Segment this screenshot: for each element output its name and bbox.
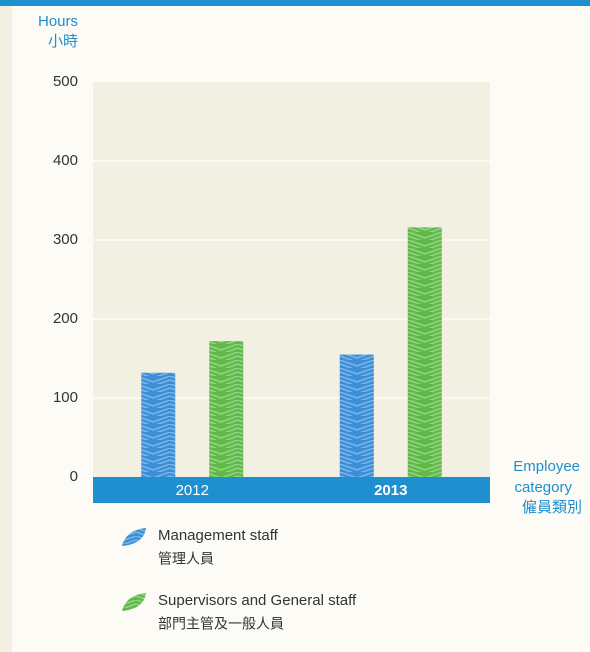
y-tick-label: 0 [70, 468, 78, 485]
legend-label: Management staff [158, 527, 279, 544]
y-tick-label: 100 [53, 389, 78, 406]
side-strip [0, 0, 12, 652]
legend-swatch [122, 593, 146, 611]
bar [339, 354, 374, 477]
x-axis-label: category [514, 479, 572, 496]
x-axis-label-zh: 僱員類別 [522, 499, 582, 516]
y-axis-label: Hours [38, 13, 78, 30]
bar [141, 372, 176, 477]
top-bar [0, 0, 590, 6]
legend-label-zh: 管理人員 [158, 551, 214, 567]
x-axis-label: Employee [513, 458, 580, 475]
legend-label-zh: 部門主管及一般人員 [158, 616, 284, 632]
bar [209, 341, 244, 477]
y-tick-label: 500 [53, 73, 78, 90]
x-tick-label: 2012 [176, 482, 209, 499]
y-tick-label: 200 [53, 310, 78, 327]
x-tick-label: 2013 [374, 482, 407, 499]
legend-swatch [122, 528, 146, 546]
x-axis-band [93, 477, 490, 503]
y-tick-label: 400 [53, 152, 78, 169]
y-tick-label: 300 [53, 231, 78, 248]
y-axis-label-zh: 小時 [48, 33, 78, 50]
bar [407, 227, 442, 477]
legend-label: Supervisors and General staff [158, 592, 357, 609]
